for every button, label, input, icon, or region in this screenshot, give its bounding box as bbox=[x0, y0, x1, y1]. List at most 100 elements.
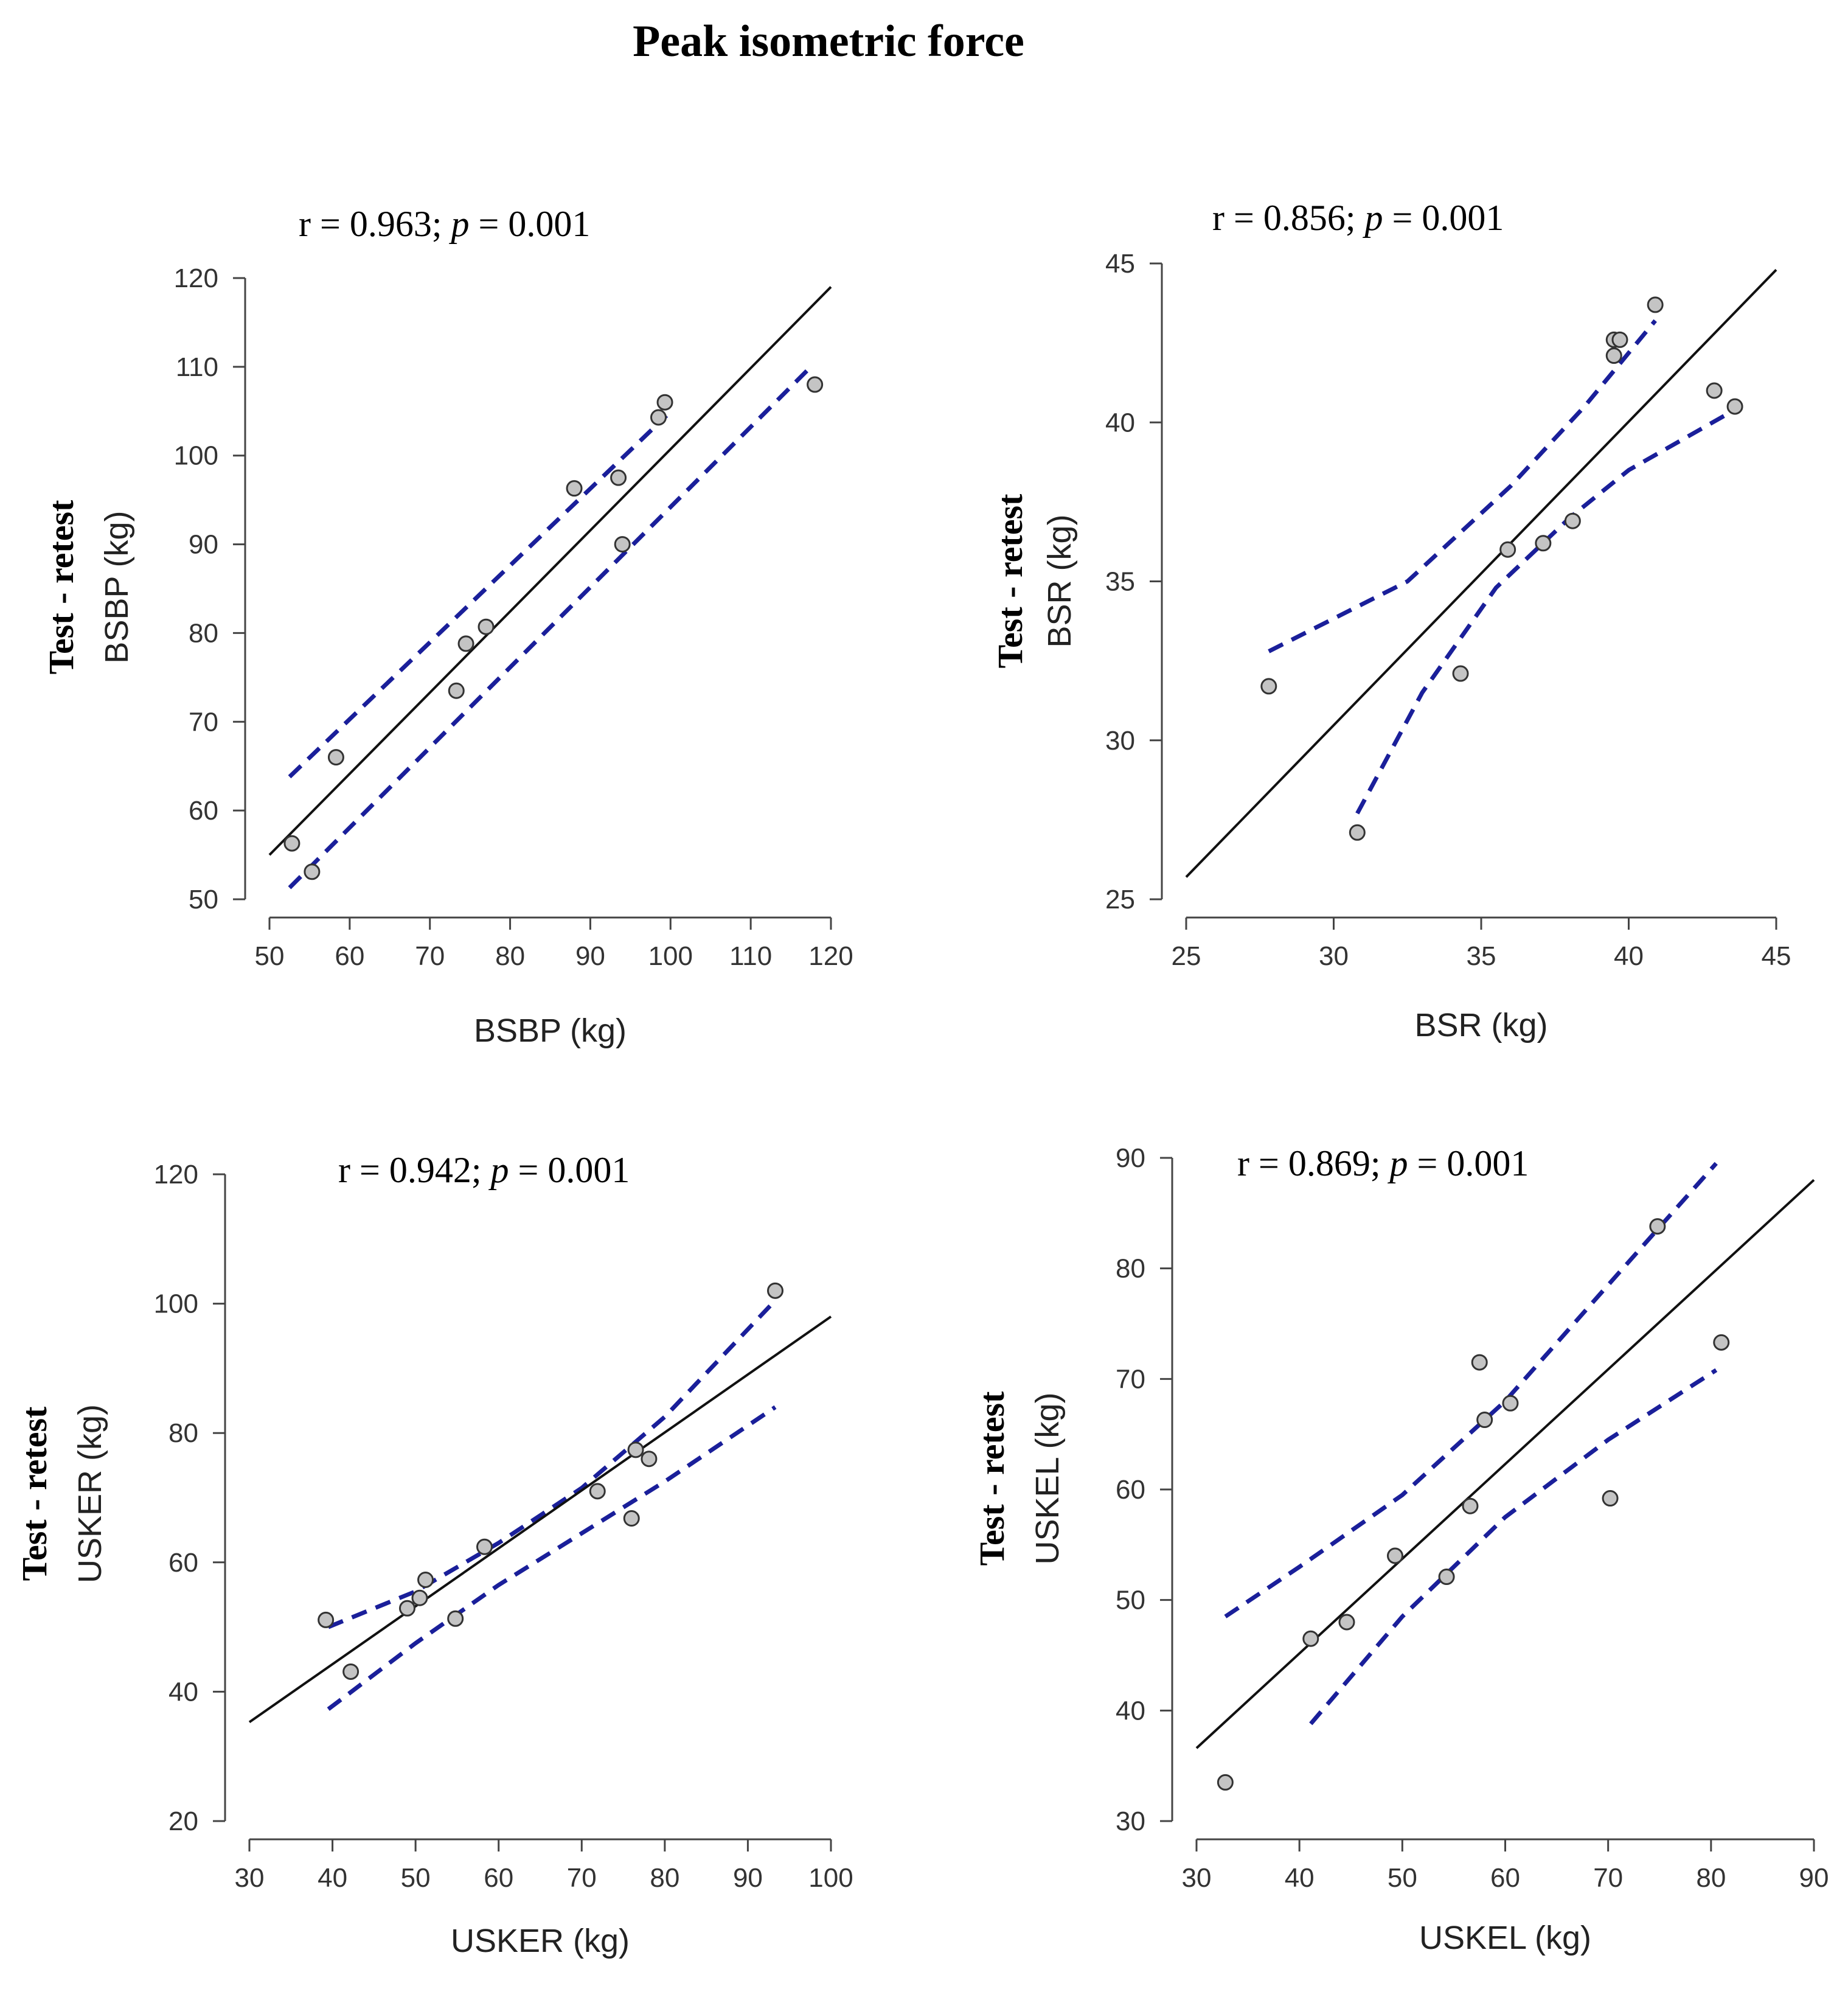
data-point bbox=[807, 376, 824, 393]
x-tick-label: 80 bbox=[495, 941, 525, 971]
x-tick-label: 60 bbox=[1490, 1863, 1520, 1893]
ci-lower-line bbox=[1309, 1368, 1718, 1726]
y-tick-label: 20 bbox=[168, 1806, 198, 1836]
data-point bbox=[1438, 1569, 1455, 1586]
data-point bbox=[1217, 1774, 1234, 1791]
y-tick-label: 70 bbox=[189, 707, 218, 737]
y-tick-label: 80 bbox=[1116, 1254, 1145, 1284]
data-point bbox=[1535, 535, 1552, 552]
ci-upper-line bbox=[1224, 1162, 1718, 1618]
data-point bbox=[1476, 1412, 1493, 1429]
data-point bbox=[1605, 347, 1622, 364]
y-tick-label: 70 bbox=[1116, 1364, 1145, 1394]
y-tick-label: 110 bbox=[176, 352, 218, 382]
y-tick-label: 35 bbox=[1105, 567, 1135, 597]
stat-annotation: r = 0.869; p = 0.001 bbox=[1237, 1143, 1529, 1183]
y-tick-label: 50 bbox=[189, 885, 218, 914]
data-point bbox=[398, 1600, 415, 1617]
ci-upper-line bbox=[288, 414, 669, 779]
data-point bbox=[478, 618, 495, 635]
chart-bsr: 25 30 35 40 45 25 30 35 40 45 r = 0.856; p = 0.001… bbox=[990, 198, 1791, 1043]
data-point bbox=[1452, 665, 1469, 682]
chart-uskel: 30 40 50 60 70 80 90 30 40 50 60 70 80 90 r = 0.869; p… bbox=[972, 1143, 1829, 1956]
data-point bbox=[1564, 512, 1581, 529]
data-point bbox=[1502, 1395, 1519, 1412]
y-axis-label-variable: USKEL (kg) bbox=[1029, 1392, 1066, 1564]
data-point bbox=[1647, 296, 1664, 313]
ci-lower-line bbox=[327, 1405, 777, 1711]
x-tick-label: 25 bbox=[1172, 941, 1201, 971]
y-tick-label: 30 bbox=[1105, 726, 1135, 756]
y-axis-label-variable: BSBP (kg) bbox=[99, 510, 135, 663]
data-point bbox=[1386, 1547, 1403, 1564]
ci-upper-line bbox=[327, 1298, 777, 1629]
data-point bbox=[1649, 1218, 1666, 1235]
data-point bbox=[327, 749, 344, 766]
y-axis-label-variable: BSR (kg) bbox=[1041, 514, 1078, 647]
x-axis-label: USKER (kg) bbox=[451, 1923, 630, 1959]
stat-annotation: r = 0.856; p = 0.001 bbox=[1212, 198, 1504, 238]
y-axis-label-test-retest: Test - retest bbox=[15, 1406, 54, 1581]
data-point bbox=[318, 1611, 335, 1628]
y-tick-label: 90 bbox=[1116, 1143, 1145, 1173]
data-point bbox=[656, 394, 673, 411]
y-tick-label: 25 bbox=[1105, 885, 1135, 914]
y-tick-label: 60 bbox=[189, 796, 218, 826]
x-tick-label: 120 bbox=[808, 941, 853, 971]
data-point bbox=[627, 1441, 644, 1458]
data-point bbox=[566, 480, 583, 497]
data-point bbox=[283, 835, 300, 852]
y-tick-label: 100 bbox=[154, 1289, 198, 1319]
data-point bbox=[1302, 1630, 1319, 1647]
x-tick-label: 110 bbox=[729, 941, 772, 971]
x-tick-label: 50 bbox=[1388, 1863, 1417, 1893]
x-tick-label: 90 bbox=[1799, 1863, 1829, 1893]
y-axis-label-test-retest: Test - retest bbox=[990, 493, 1030, 668]
data-point bbox=[623, 1510, 640, 1527]
stat-p-value: = 0.001 bbox=[1383, 198, 1504, 238]
ci-upper-line bbox=[1268, 319, 1657, 653]
x-tick-label: 60 bbox=[335, 941, 364, 971]
x-axis-label: BSR (kg) bbox=[1414, 1007, 1548, 1043]
stat-r: r = 0.869; bbox=[1237, 1143, 1390, 1183]
data-point bbox=[1611, 331, 1628, 348]
data-point bbox=[411, 1589, 428, 1606]
y-tick-label: 40 bbox=[168, 1677, 198, 1707]
ci-lower-line bbox=[1355, 408, 1736, 815]
data-point bbox=[457, 635, 474, 652]
x-axis-label: USKEL (kg) bbox=[1419, 1920, 1591, 1956]
stat-r: r = 0.856; bbox=[1212, 198, 1365, 238]
stat-p-value: = 0.001 bbox=[509, 1150, 630, 1190]
data-point bbox=[589, 1483, 606, 1500]
y-tick-label: 60 bbox=[168, 1548, 198, 1578]
stat-p-symbol: p bbox=[1388, 1143, 1408, 1183]
x-tick-label: 60 bbox=[484, 1863, 513, 1893]
x-tick-label: 30 bbox=[235, 1863, 265, 1893]
x-tick-label: 90 bbox=[575, 941, 605, 971]
chart-usker: 30 40 50 60 70 80 90 100 20 40 60 80 100 120 r = 0.942… bbox=[15, 1150, 853, 1959]
data-point bbox=[1726, 398, 1743, 415]
chart-bsbp: 50 60 70 80 90 100 110 120 50 60 70 80 90 100 110 120 r … bbox=[41, 204, 853, 1049]
regression-line bbox=[248, 1315, 832, 1724]
y-tick-label: 50 bbox=[1116, 1586, 1145, 1615]
x-tick-label: 80 bbox=[1696, 1863, 1726, 1893]
ci-lower-line bbox=[288, 365, 813, 890]
x-tick-label: 70 bbox=[567, 1863, 597, 1893]
x-tick-label: 35 bbox=[1467, 941, 1496, 971]
stat-annotation: r = 0.963; p = 0.001 bbox=[299, 204, 590, 244]
x-tick-label: 30 bbox=[1319, 941, 1349, 971]
data-point bbox=[1706, 382, 1723, 399]
x-axis-label: BSBP (kg) bbox=[474, 1012, 627, 1049]
y-axis-label-test-retest: Test - retest bbox=[972, 1391, 1012, 1566]
data-point bbox=[650, 409, 667, 426]
stat-r: r = 0.963; bbox=[299, 204, 451, 244]
x-tick-label: 50 bbox=[255, 941, 285, 971]
y-axis-label-test-retest: Test - retest bbox=[41, 500, 81, 674]
data-point bbox=[614, 536, 631, 553]
regression-line bbox=[268, 286, 832, 856]
data-point bbox=[448, 682, 465, 699]
data-point bbox=[417, 1572, 434, 1589]
x-tick-label: 30 bbox=[1182, 1863, 1212, 1893]
data-point bbox=[476, 1538, 493, 1555]
x-tick-label: 70 bbox=[1593, 1863, 1623, 1893]
